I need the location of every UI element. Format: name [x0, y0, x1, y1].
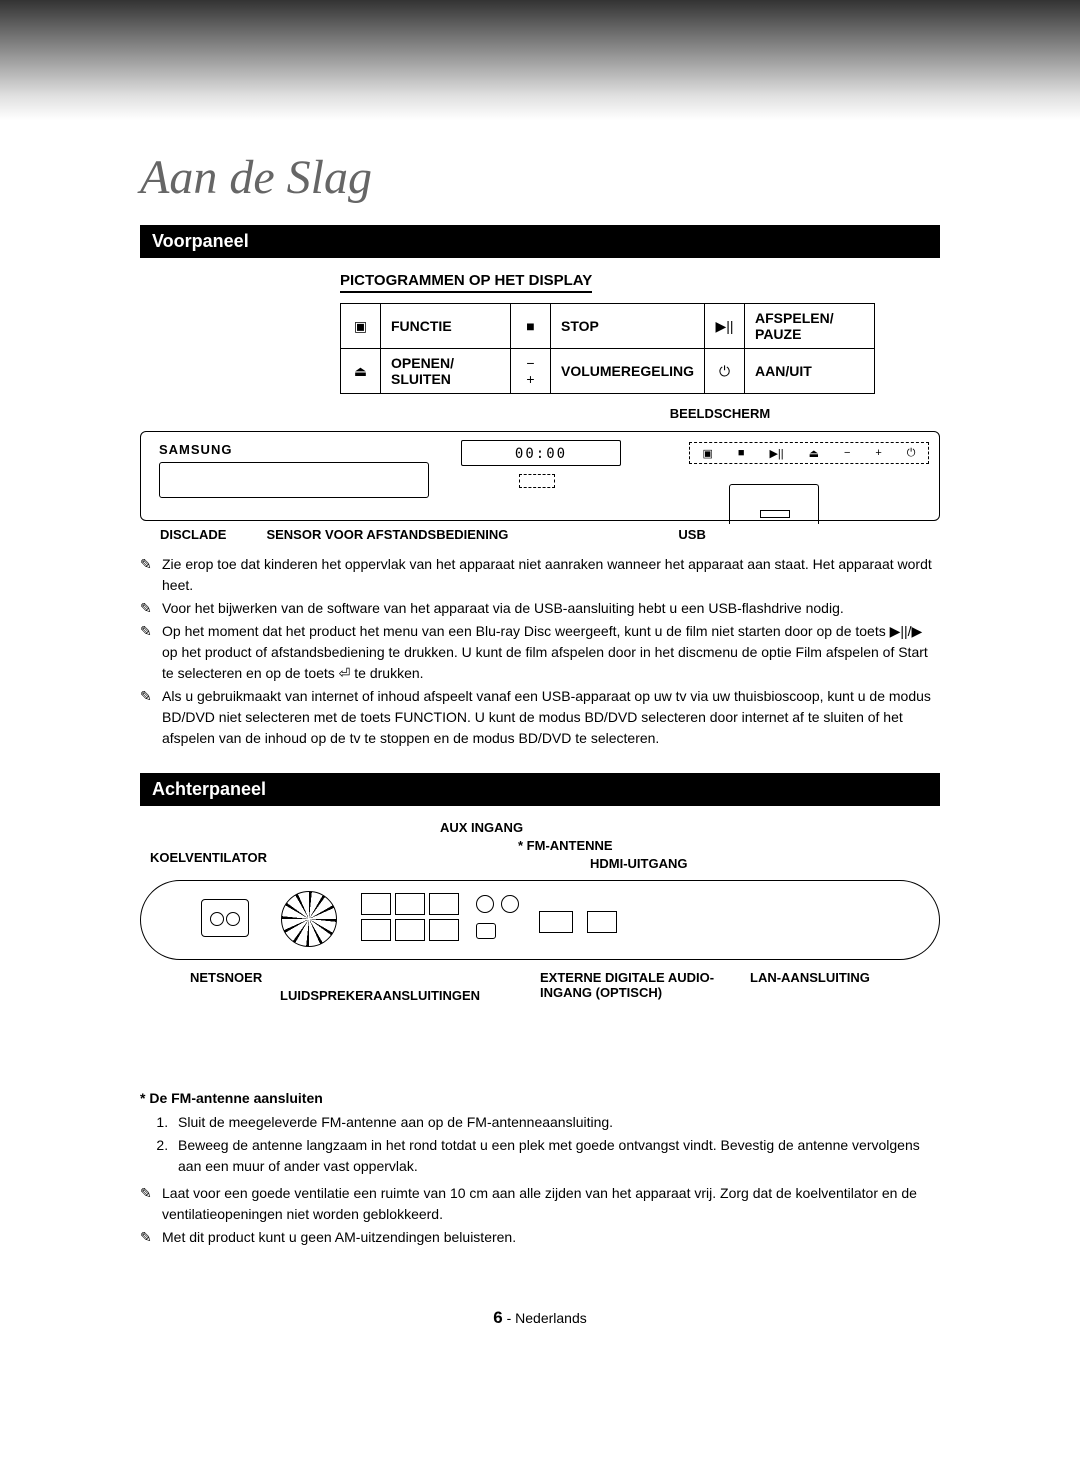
front-button-strip: ▣ ■ ▶|| ⏏ − + ⏻: [689, 442, 929, 464]
btn-voldn-icon: −: [844, 447, 850, 459]
btn-eject-icon: ⏏: [809, 447, 819, 460]
icon-table: ▣ FUNCTIE ■ STOP ▶|| AFSPELEN/ PAUZE ⏏ O…: [340, 303, 875, 394]
rear-panel-header: Achterpaneel: [140, 773, 940, 806]
btn-stop-icon: ■: [738, 447, 745, 459]
usb-area: [729, 484, 819, 524]
open-icon: ⏏: [341, 349, 381, 394]
disclade-label: DISCLADE: [160, 527, 226, 542]
front-note-1: Zie erop toe dat kinderen het oppervlak …: [162, 554, 940, 596]
front-panel-diagram: SAMSUNG 00:00 ▣ ■ ▶|| ⏏ − + ⏻: [140, 431, 940, 521]
rear-panel-diagram: [140, 880, 940, 960]
speaker-terminals: [361, 893, 459, 941]
play-icon: ▶||: [705, 304, 745, 349]
volume-label: VOLUMEREGELING: [551, 349, 705, 394]
btn-volup-icon: +: [875, 447, 881, 459]
stop-label: STOP: [551, 304, 705, 349]
note-bullet-icon: ✎: [140, 686, 162, 749]
open-label: OPENEN/ SLUITEN: [381, 349, 511, 394]
icon-table-caption: PICTOGRAMMEN OP HET DISPLAY: [340, 272, 592, 293]
front-note-2: Voor het bijwerken van de software van h…: [162, 598, 940, 619]
page-footer: 6 - Nederlands: [140, 1308, 940, 1328]
fm-step-2: Beweeg de antenne langzaam in het rond t…: [172, 1135, 940, 1177]
note-bullet-icon: ✎: [140, 1227, 162, 1248]
fm-step-1: Sluit de meegeleverde FM-antenne aan op …: [172, 1112, 940, 1133]
page-lang: - Nederlands: [503, 1310, 587, 1326]
aux-jack: [476, 895, 494, 913]
fm-jack: [501, 895, 519, 913]
functie-icon: ▣: [341, 304, 381, 349]
power-socket: [201, 899, 249, 937]
power-icon: ⏻: [705, 349, 745, 394]
speakers-label: LUIDSPREKERAANSLUITINGEN: [280, 988, 480, 1003]
fan-label: KOELVENTILATOR: [150, 850, 267, 865]
brand-label: SAMSUNG: [159, 442, 232, 457]
optical-label: EXTERNE DIGITALE AUDIO- INGANG (OPTISCH): [540, 970, 740, 1000]
hdmi-label: HDMI-UITGANG: [590, 856, 688, 871]
fm-label: * FM-ANTENNE: [518, 838, 613, 853]
rear-note-2: Met dit product kunt u geen AM-uitzendin…: [162, 1227, 940, 1248]
lan-label: LAN-AANSLUITING: [750, 970, 870, 985]
note-bullet-icon: ✎: [140, 621, 162, 684]
note-bullet-icon: ✎: [140, 1183, 162, 1225]
netsnoer-label: NETSNOER: [190, 970, 262, 985]
display-box: 00:00: [461, 440, 621, 466]
display-label: BEELDSCHERM: [500, 406, 940, 421]
remote-sensor: [519, 474, 555, 488]
note-bullet-icon: ✎: [140, 554, 162, 596]
functie-label: FUNCTIE: [381, 304, 511, 349]
fm-heading: * De FM-antenne aansluiten: [140, 1090, 940, 1106]
rear-note-1: Laat voor een goede ventilatie een ruimt…: [162, 1183, 940, 1225]
front-note-4: Als u gebruikmaakt van internet of inhou…: [162, 686, 940, 749]
stop-icon: ■: [511, 304, 551, 349]
play-label: AFSPELEN/ PAUZE: [745, 304, 875, 349]
power-label: AAN/UIT: [745, 349, 875, 394]
rear-notes: ✎Laat voor een goede ventilatie een ruim…: [140, 1183, 940, 1248]
header-gradient: [0, 0, 1080, 120]
usb-slot-icon: [760, 510, 790, 518]
usb-label: USB: [678, 527, 705, 542]
disc-tray: [159, 462, 429, 498]
aux-label: AUX INGANG: [440, 820, 523, 835]
hdmi-port: [539, 911, 573, 933]
btn-func-icon: ▣: [702, 447, 712, 460]
btn-power-icon: ⏻: [907, 447, 916, 460]
btn-play-icon: ▶||: [769, 447, 783, 460]
cooling-fan-icon: [281, 891, 337, 947]
optical-jack: [476, 923, 496, 939]
volume-icon: − +: [511, 349, 551, 394]
lan-port: [587, 911, 617, 933]
front-notes: ✎Zie erop toe dat kinderen het oppervlak…: [140, 554, 940, 749]
note-bullet-icon: ✎: [140, 598, 162, 619]
page-title: Aan de Slag: [140, 150, 940, 205]
page-number: 6: [493, 1308, 502, 1327]
front-note-3: Op het moment dat het product het menu v…: [162, 621, 940, 684]
front-panel-header: Voorpaneel: [140, 225, 940, 258]
sensor-label: SENSOR VOOR AFSTANDSBEDIENING: [266, 527, 508, 542]
